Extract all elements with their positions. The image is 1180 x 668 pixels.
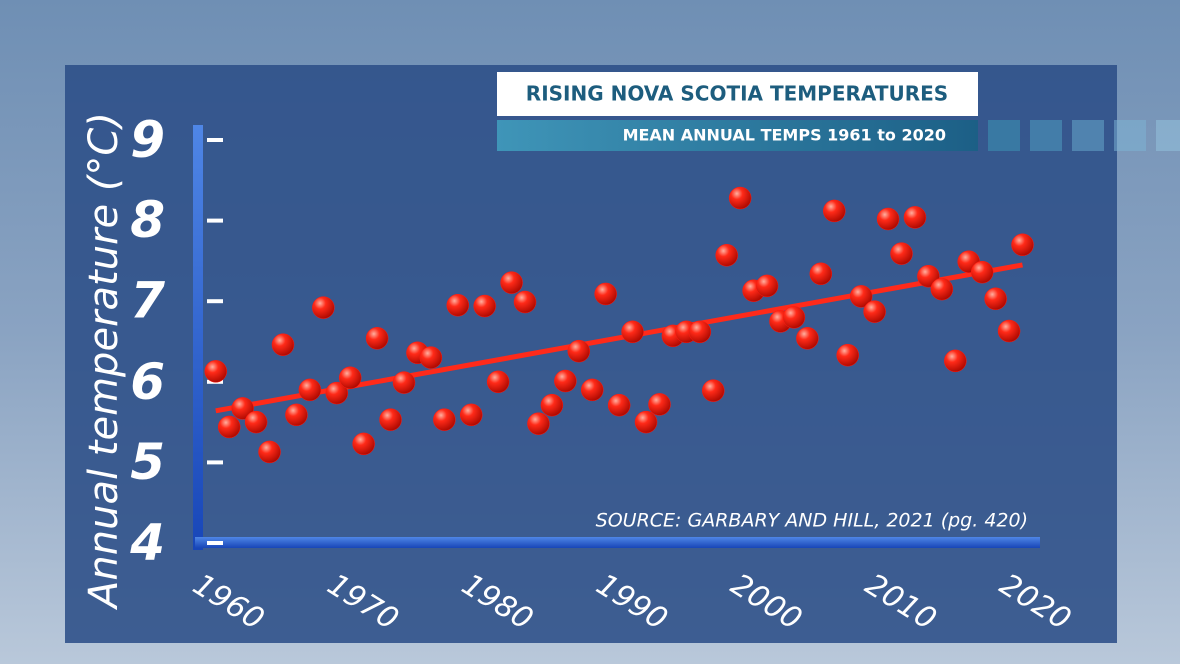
data-point — [688, 320, 712, 344]
data-point — [433, 408, 456, 431]
data-point — [204, 360, 228, 383]
data-point — [890, 242, 913, 265]
data-point — [594, 282, 617, 306]
data-point — [446, 293, 470, 317]
data-point — [580, 378, 604, 402]
data-point — [970, 260, 994, 284]
data-point — [796, 327, 819, 350]
y-tick-label: 6 — [130, 352, 165, 410]
chart-title: RISING NOVA SCOTIA TEMPERATURES — [526, 82, 948, 106]
source-note: SOURCE: GARBARY AND HILL, 2021 (pg. 420) — [596, 510, 1028, 532]
data-point — [634, 410, 658, 434]
data-point — [338, 366, 362, 390]
data-point — [325, 381, 349, 405]
data-point — [607, 393, 631, 417]
data-point — [621, 320, 644, 344]
data-point — [755, 274, 779, 298]
decor-squares — [988, 120, 1180, 151]
data-point — [500, 271, 523, 294]
data-point — [782, 306, 806, 329]
data-point — [513, 290, 537, 314]
data-point — [876, 207, 900, 231]
y-tick-label: 8 — [130, 191, 165, 249]
data-point — [702, 379, 725, 402]
y-tick-label: 5 — [130, 433, 165, 491]
data-point — [984, 287, 1007, 311]
chart-subtitle: MEAN ANNUAL TEMPS 1961 to 2020 — [623, 126, 946, 145]
data-point — [728, 186, 752, 210]
subtitle-bar — [497, 120, 978, 151]
data-point — [298, 378, 322, 402]
y-tick-label: 9 — [130, 111, 165, 169]
data-point — [459, 403, 483, 427]
data-point — [258, 440, 281, 464]
data-point — [836, 343, 859, 367]
data-point — [217, 415, 241, 439]
data-point — [997, 319, 1021, 343]
data-point — [648, 393, 671, 416]
data-point — [554, 369, 577, 393]
data-point — [285, 403, 308, 427]
data-point — [486, 370, 510, 394]
data-point — [473, 294, 496, 318]
data-point — [944, 349, 967, 373]
y-axis — [193, 125, 203, 550]
data-point — [1011, 233, 1034, 257]
data-point — [419, 346, 443, 369]
data-point — [809, 262, 833, 286]
data-point — [930, 277, 954, 301]
data-point — [715, 244, 738, 267]
data-point — [244, 410, 268, 434]
data-point — [540, 393, 564, 417]
y-axis-title: Annual temperature (°C) — [81, 112, 127, 611]
data-point — [379, 408, 402, 431]
data-point — [567, 339, 591, 363]
data-point — [823, 199, 846, 223]
data-point — [312, 296, 335, 319]
y-tick-label: 4 — [129, 514, 165, 572]
data-point — [849, 285, 873, 308]
data-point — [903, 206, 927, 229]
data-point — [231, 397, 254, 420]
x-axis — [195, 537, 1040, 548]
data-point — [271, 333, 295, 356]
data-point — [527, 412, 550, 435]
y-tick-label: 7 — [130, 272, 165, 330]
title-box — [497, 72, 978, 116]
data-point — [352, 432, 375, 456]
data-point — [365, 327, 389, 350]
data-point — [392, 371, 416, 394]
data-point — [863, 300, 886, 323]
